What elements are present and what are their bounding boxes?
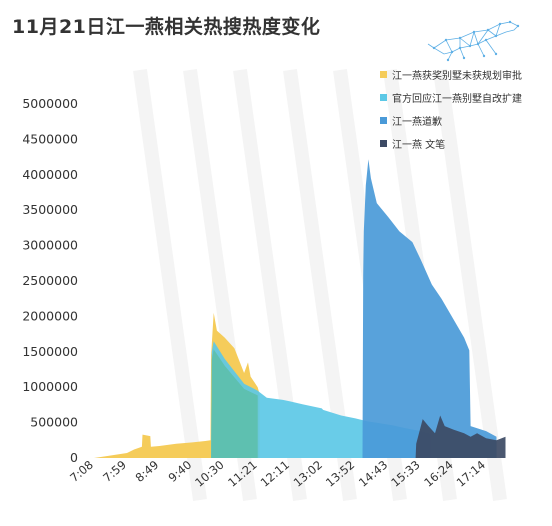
watermark-stroke	[433, 69, 507, 501]
legend-label: 官方回应江一燕别墅自改扩建	[392, 94, 522, 105]
y-tick-label: 2500000	[22, 273, 78, 288]
legend-swatch	[380, 140, 387, 147]
y-tick-label: 1000000	[22, 379, 78, 394]
y-tick-label: 3500000	[22, 202, 78, 217]
y-tick-label: 2000000	[22, 308, 78, 323]
y-axis: 5000000450000040000003500000300000025000…	[22, 96, 78, 465]
chart-title: 11月21日江一燕相关热搜热度变化	[12, 16, 321, 38]
legend-item: 官方回应江一燕别墅自改扩建	[380, 86, 522, 109]
legend-item: 江一燕道歉	[380, 109, 522, 132]
y-tick-label: 4500000	[22, 131, 78, 146]
leopard-network-icon	[427, 20, 520, 62]
y-tick-label: 4000000	[22, 167, 78, 182]
overlap-area	[211, 349, 258, 458]
y-tick-label: 500000	[30, 415, 78, 430]
legend-swatch	[380, 117, 387, 124]
series-area	[415, 415, 506, 458]
x-tick-label: 7:59	[100, 458, 129, 485]
series-area	[355, 159, 497, 458]
x-tick-label: 12:11	[258, 458, 292, 490]
x-tick-label: 8:49	[133, 458, 162, 485]
watermark-stroke	[133, 69, 207, 501]
legend-item: 江一燕 文笔	[380, 132, 522, 155]
watermark-text	[90, 81, 98, 111]
legend-label: 江一燕 文笔	[392, 140, 446, 151]
legend-swatch	[380, 94, 387, 101]
y-tick-label: 5000000	[22, 96, 78, 111]
legend-label: 江一燕道歉	[392, 117, 442, 128]
legend-label: 江一燕获奖别墅未获规划审批	[392, 71, 522, 82]
plot-area	[94, 159, 506, 458]
x-tick-label: 17:14	[454, 458, 488, 490]
x-tick-label: 14:43	[356, 458, 390, 490]
chart-legend: 江一燕获奖别墅未获规划审批 官方回应江一燕别墅自改扩建 江一燕道歉 江一燕 文笔	[380, 63, 522, 155]
y-tick-label: 1500000	[22, 344, 78, 359]
y-tick-label: 0	[70, 450, 78, 465]
y-tick-label: 3000000	[22, 238, 78, 253]
x-axis: 7:08 7:59 8:49 9:4010:3011:2112:1113:0213:5…	[67, 458, 488, 490]
legend-swatch	[380, 71, 387, 78]
legend-item: 江一燕获奖别墅未获规划审批	[380, 63, 522, 86]
